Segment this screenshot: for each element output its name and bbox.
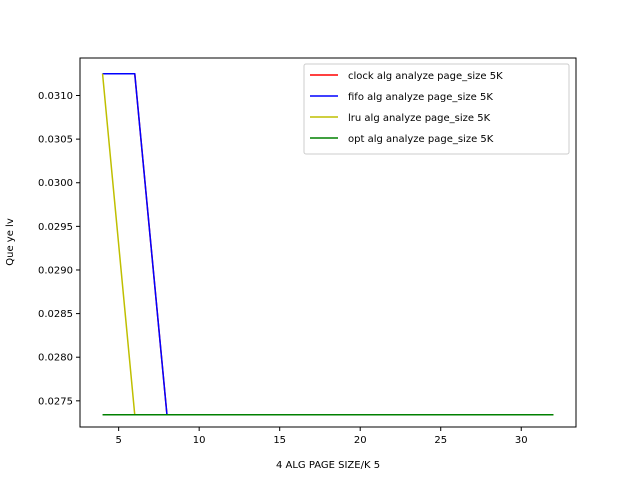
x-tick-label: 30: [515, 435, 528, 446]
legend-box: [303, 63, 570, 155]
y-tick-label: 0.0285: [38, 309, 73, 320]
x-ticks: 5 10 15 20 25 30: [115, 427, 528, 446]
y-axis-label: Que ye lv: [5, 218, 16, 266]
x-tick-label: 15: [273, 435, 286, 446]
y-tick-label: 0.0300: [38, 178, 73, 189]
y-tick-label: 0.0295: [38, 222, 73, 233]
axes-layer: [79, 57, 577, 428]
y-tick-label: 0.0310: [38, 91, 73, 102]
legend-label: lru alg analyze page_size 5K: [348, 113, 491, 124]
legend-label: fifo alg analyze page_size 5K: [348, 92, 493, 103]
series-layer: [101, 72, 554, 416]
x-tick-label: 5: [115, 435, 121, 446]
y-ticks: 0.0275 0.0280 0.0285 0.0290 0.0295 0.0300 0.03…: [38, 91, 80, 407]
y-tick-label: 0.0305: [38, 135, 73, 146]
x-axis-label: 4 ALG PAGE SIZE/K 5: [276, 460, 380, 471]
y-tick-label: 0.0275: [38, 396, 73, 407]
x-tick-label: 25: [434, 435, 447, 446]
x-tick-label: 20: [354, 435, 367, 446]
x-tick-label: 10: [193, 435, 206, 446]
legend-label: clock alg analyze page_size 5K: [348, 71, 503, 82]
legend: clock alg analyze page_size 5K fifo alg a…: [303, 63, 570, 155]
plot-frame: [79, 57, 577, 428]
y-tick-label: 0.0280: [38, 353, 73, 364]
legend-label: opt alg analyze page_size 5K: [348, 134, 494, 145]
y-tick-label: 0.0290: [38, 265, 73, 276]
